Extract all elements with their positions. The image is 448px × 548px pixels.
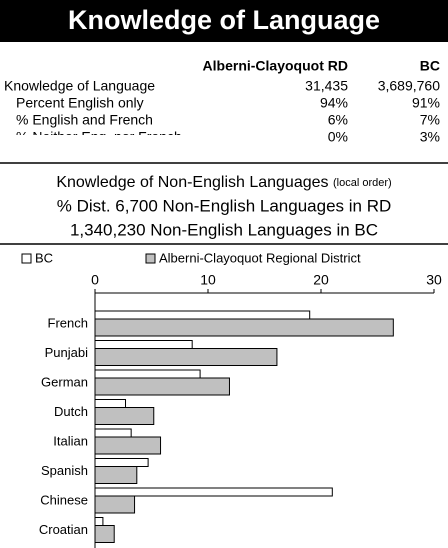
category-label: German (41, 374, 88, 389)
header-bar (0, 0, 448, 42)
bar (94, 399, 127, 408)
category-label: Italian (53, 433, 88, 448)
bar (94, 310, 311, 320)
cell: 0% (328, 129, 348, 145)
cell: 3,689,760 (378, 78, 440, 94)
column-header: Alberni-Clayoquot RD (203, 58, 348, 74)
bar (94, 525, 115, 543)
cell: 91% (412, 95, 440, 111)
bar (94, 340, 193, 349)
cell: 7% (420, 112, 440, 128)
category-label: Spanish (41, 463, 88, 478)
bar (94, 407, 155, 425)
bar (94, 369, 201, 379)
x-tick-label: 10 (200, 272, 216, 288)
legend-swatch (145, 253, 156, 264)
column-header: BC (420, 58, 440, 74)
bar (94, 487, 333, 497)
cell: 94% (320, 95, 348, 111)
category-label: Punjabi (45, 345, 88, 360)
bar (94, 517, 104, 526)
heading-text: Knowledge of Non-English Languages (56, 174, 328, 191)
x-tick-label: 30 (426, 272, 442, 288)
bar (94, 495, 136, 514)
row-label: Percent English only (16, 95, 144, 111)
bc-line: 1,340,230 Non-English Languages in BC (70, 220, 378, 239)
row-label: % English and French (16, 112, 153, 128)
bar (94, 458, 149, 467)
category-label: Croatian (39, 522, 88, 537)
cell: 31,435 (305, 78, 348, 94)
legend-label: BC (35, 250, 53, 265)
title: Knowledge of Language (68, 5, 380, 35)
cell: 6% (328, 112, 348, 128)
bar (94, 377, 230, 396)
heading-note: (local order) (333, 177, 392, 189)
x-tick-label: 0 (91, 272, 99, 288)
x-tick-label: 20 (313, 272, 329, 288)
bar (94, 436, 162, 455)
category-label: Dutch (54, 404, 88, 419)
legend-label: Alberni-Clayoquot Regional District (159, 250, 361, 265)
bar (94, 318, 394, 337)
row-label: % Neither Eng. nor French (16, 129, 182, 145)
legend-swatch (21, 253, 32, 264)
category-label: French (48, 315, 88, 330)
rd-line: % Dist. 6,700 Non-English Languages in R… (57, 196, 392, 215)
category-label: Chinese (40, 492, 88, 507)
bar (94, 348, 278, 366)
bar (94, 428, 132, 438)
cell: 3% (420, 129, 440, 145)
section-heading: Knowledge of Non-English Languages (loca… (56, 174, 391, 191)
bar (94, 466, 138, 484)
row-label: Knowledge of Language (4, 78, 155, 94)
